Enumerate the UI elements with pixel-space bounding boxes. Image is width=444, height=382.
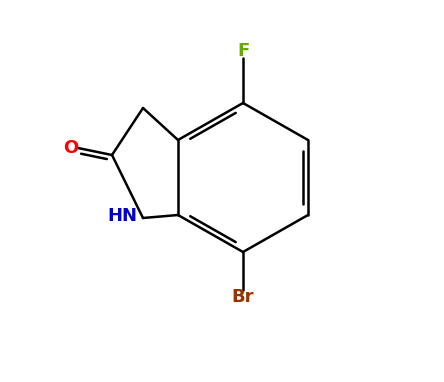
Text: HN: HN (107, 207, 137, 225)
Text: O: O (63, 139, 79, 157)
Text: Br: Br (232, 288, 254, 306)
Text: F: F (237, 42, 249, 60)
